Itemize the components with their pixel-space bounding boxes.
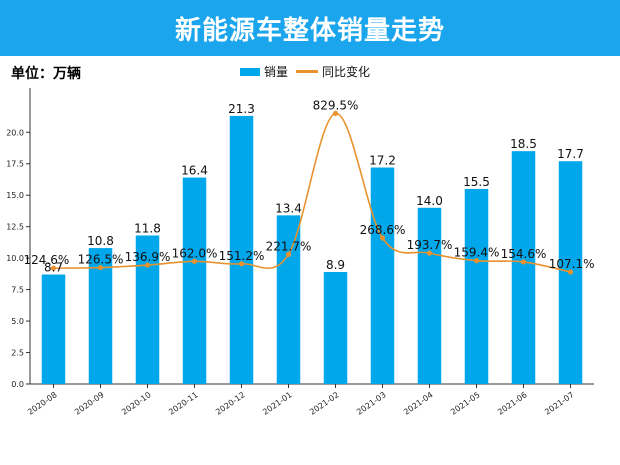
bar xyxy=(135,235,160,384)
y-tick-label: 0.0 xyxy=(11,380,24,389)
bar xyxy=(182,177,207,384)
title-banner: 新能源车整体销量走势 xyxy=(0,0,620,56)
legend-bar-swatch xyxy=(240,67,260,76)
yoy-value-label: 124.6% xyxy=(24,253,70,267)
yoy-value-label: 221.7% xyxy=(266,239,312,253)
y-tick-label: 7.5 xyxy=(11,286,24,295)
bar-value-label: 8.9 xyxy=(326,258,345,272)
legend-label-sales: 销量 xyxy=(264,65,289,79)
yoy-value-label: 193.7% xyxy=(407,238,453,252)
bar-value-label: 13.4 xyxy=(275,201,302,215)
x-tick-label: 2020-11 xyxy=(167,390,200,417)
x-tick-label: 2021-06 xyxy=(496,390,529,417)
yoy-value-label: 154.6% xyxy=(501,247,547,261)
yoy-value-label: 151.2% xyxy=(219,249,265,263)
yoy-value-label: 107.1% xyxy=(549,257,595,271)
bar xyxy=(88,248,113,384)
bar xyxy=(276,215,301,384)
y-tick-label: 10.0 xyxy=(6,254,24,263)
y-tick-label: 2.5 xyxy=(11,349,24,358)
bar xyxy=(511,151,536,384)
bar-value-label: 21.3 xyxy=(228,102,255,116)
yoy-value-label: 162.0% xyxy=(172,246,218,260)
yoy-point xyxy=(144,262,151,268)
yoy-point xyxy=(97,264,104,271)
y-tick-label: 15.0 xyxy=(6,191,24,200)
x-tick-label: 2021-04 xyxy=(402,390,435,417)
x-tick-label: 2021-01 xyxy=(261,390,294,417)
yoy-value-label: 268.6% xyxy=(360,223,406,237)
x-tick-label: 2020-10 xyxy=(120,390,153,417)
yoy-value-label: 159.4% xyxy=(454,246,500,260)
bar xyxy=(323,271,348,384)
legend: 销量 同比变化 xyxy=(240,63,378,80)
bar xyxy=(417,207,442,384)
yoy-value-label: 829.5% xyxy=(313,98,359,112)
x-tick-label: 2020-12 xyxy=(214,390,247,417)
bar xyxy=(229,115,254,385)
yoy-point xyxy=(473,258,480,264)
bar-value-label: 10.8 xyxy=(87,234,114,248)
y-tick-label: 5.0 xyxy=(11,317,24,326)
x-tick-label: 2021-07 xyxy=(543,390,576,417)
x-tick-label: 2021-05 xyxy=(449,390,482,417)
yoy-point xyxy=(567,269,574,275)
x-tick-label: 2020-09 xyxy=(73,390,106,417)
x-tick-label: 2021-02 xyxy=(308,390,341,417)
bar-value-label: 14.0 xyxy=(416,194,443,208)
legend-item-yoy: 同比变化 xyxy=(296,63,370,80)
legend-line-swatch xyxy=(296,70,319,73)
bar xyxy=(370,167,395,384)
yoy-point xyxy=(332,110,339,116)
y-tick-label: 20.0 xyxy=(6,128,24,137)
yoy-value-label: 136.9% xyxy=(125,250,171,264)
bar-value-label: 17.7 xyxy=(557,147,584,161)
yoy-value-label: 126.5% xyxy=(78,253,124,267)
unit-label: 单位：万辆 xyxy=(11,66,81,82)
yoy-point xyxy=(520,259,527,265)
yoy-point xyxy=(426,250,433,256)
x-tick-label: 2020-08 xyxy=(26,390,59,417)
yoy-point xyxy=(191,258,198,264)
x-tick-label: 2021-03 xyxy=(355,390,388,417)
yoy-point xyxy=(285,251,292,257)
bar-value-label: 17.2 xyxy=(369,154,396,168)
bar xyxy=(41,274,66,384)
yoy-point xyxy=(238,261,245,267)
legend-label-yoy: 同比变化 xyxy=(322,65,371,79)
legend-item-sales: 销量 xyxy=(240,63,288,80)
bar-value-label: 18.5 xyxy=(510,137,537,151)
bar xyxy=(464,188,489,384)
bar-value-label: 15.5 xyxy=(463,175,490,189)
yoy-point xyxy=(50,265,57,271)
y-tick-label: 17.5 xyxy=(6,160,24,169)
bar-value-label: 16.4 xyxy=(181,164,208,178)
bar-value-label: 11.8 xyxy=(134,221,161,235)
yoy-point xyxy=(379,235,386,241)
chart-title: 新能源车整体销量走势 xyxy=(174,15,445,46)
y-tick-label: 12.5 xyxy=(6,223,24,232)
bar-value-label: 8.7 xyxy=(44,261,63,275)
